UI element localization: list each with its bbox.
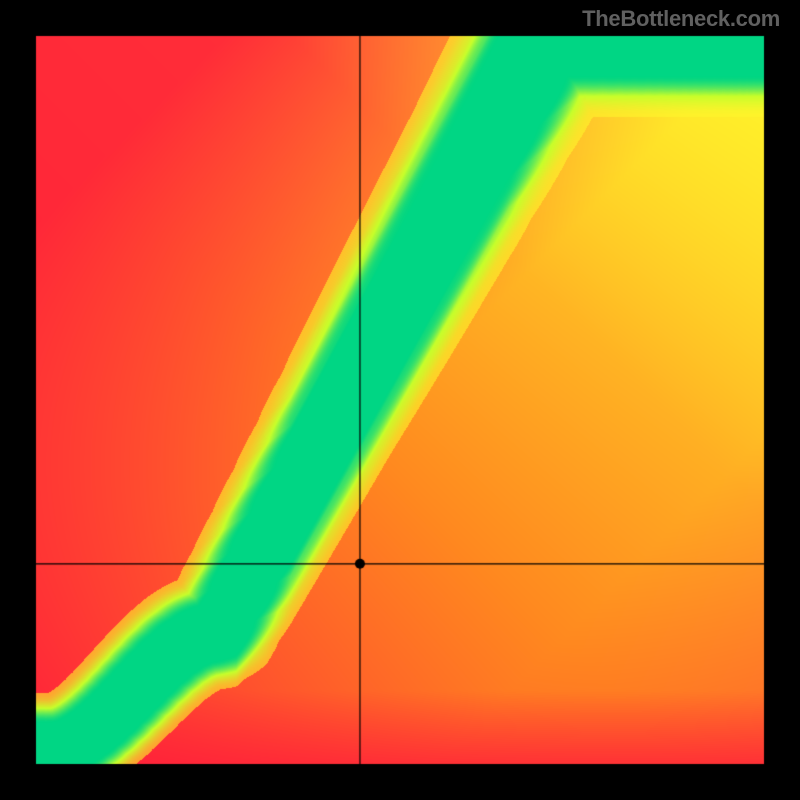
watermark-text: TheBottleneck.com bbox=[582, 6, 780, 32]
heatmap-canvas bbox=[0, 0, 800, 800]
